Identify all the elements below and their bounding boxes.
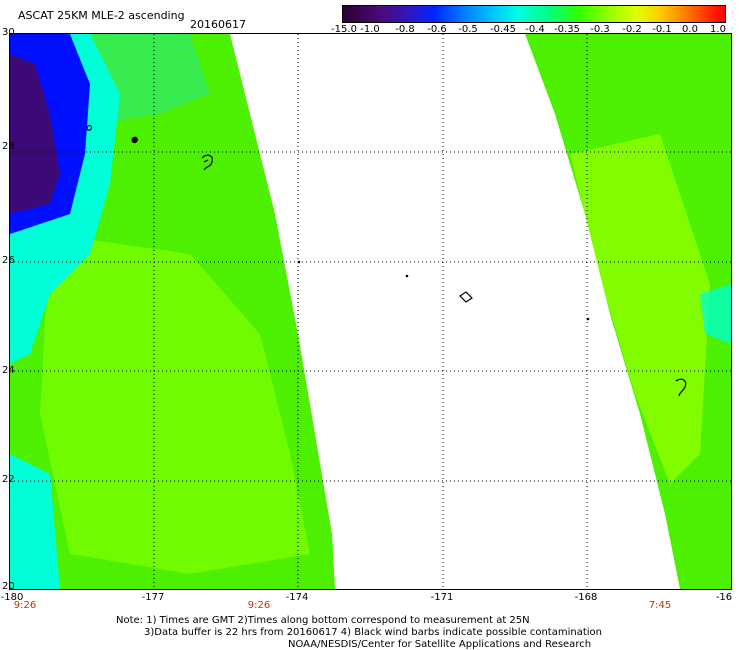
map-title: ASCAT 25KM MLE-2 ascending [18,9,185,22]
island-outlines [86,124,687,397]
colorbar-tick-label: -0.45 [490,24,516,35]
graticule [10,34,731,589]
right-swath-cyan-patch [700,284,731,344]
lat-label: 30 [2,27,15,38]
pass-time-label: 9:26 [247,600,271,611]
color-scale-bar [342,5,726,23]
lon-label: -177 [141,592,165,603]
cyan-band-south [10,454,60,589]
lat-label: 26 [2,255,15,266]
lat-label: 28 [2,141,15,152]
wind-map-svg [10,34,731,589]
lon-label: -180 [0,592,24,603]
colorbar-tick-label: -0.6 [427,24,447,35]
colorbar-tick-label: -15.0 [331,24,357,35]
colorbar-tick-label: -0.1 [652,24,672,35]
lon-label: -174 [285,592,309,603]
note-line-3: NOAA/NESDIS/Center for Satellite Applica… [288,639,592,650]
lat-label: 22 [2,474,15,485]
island-dots [297,260,590,321]
right-swath-yellowgreen-area [570,134,710,484]
map-date: 20160617 [190,18,246,31]
colorbar-tick-label: 0.0 [682,24,698,35]
colorbar-tick-label: -0.3 [590,24,610,35]
note-line-1: Note: 1) Times are GMT 2)Times along bot… [116,615,530,626]
lon-label: -171 [430,592,454,603]
colorbar-tick-label: -0.35 [554,24,580,35]
colorbar-tick-label: -0.4 [525,24,545,35]
colorbar-tick-label: -1.0 [360,24,380,35]
lat-label: 20 [2,581,15,592]
wind-map-panel [9,33,732,590]
colorbar-tick-label: -0.2 [622,24,642,35]
colorbar-tick-label: 1.0 [710,24,726,35]
pass-time-label: 9:26 [13,600,37,611]
purple-core [10,54,60,214]
lon-label: -16 [715,592,733,603]
left-swath-yellowgreen-area [40,234,310,574]
colorbar-tick-label: -0.5 [458,24,478,35]
pass-time-label: 7:45 [648,600,672,611]
lat-label: 24 [2,365,15,376]
colorbar-tick-label: -0.8 [395,24,415,35]
note-line-2: 3)Data buffer is 22 hrs from 20160617 4)… [144,627,602,638]
lon-label: -168 [574,592,598,603]
